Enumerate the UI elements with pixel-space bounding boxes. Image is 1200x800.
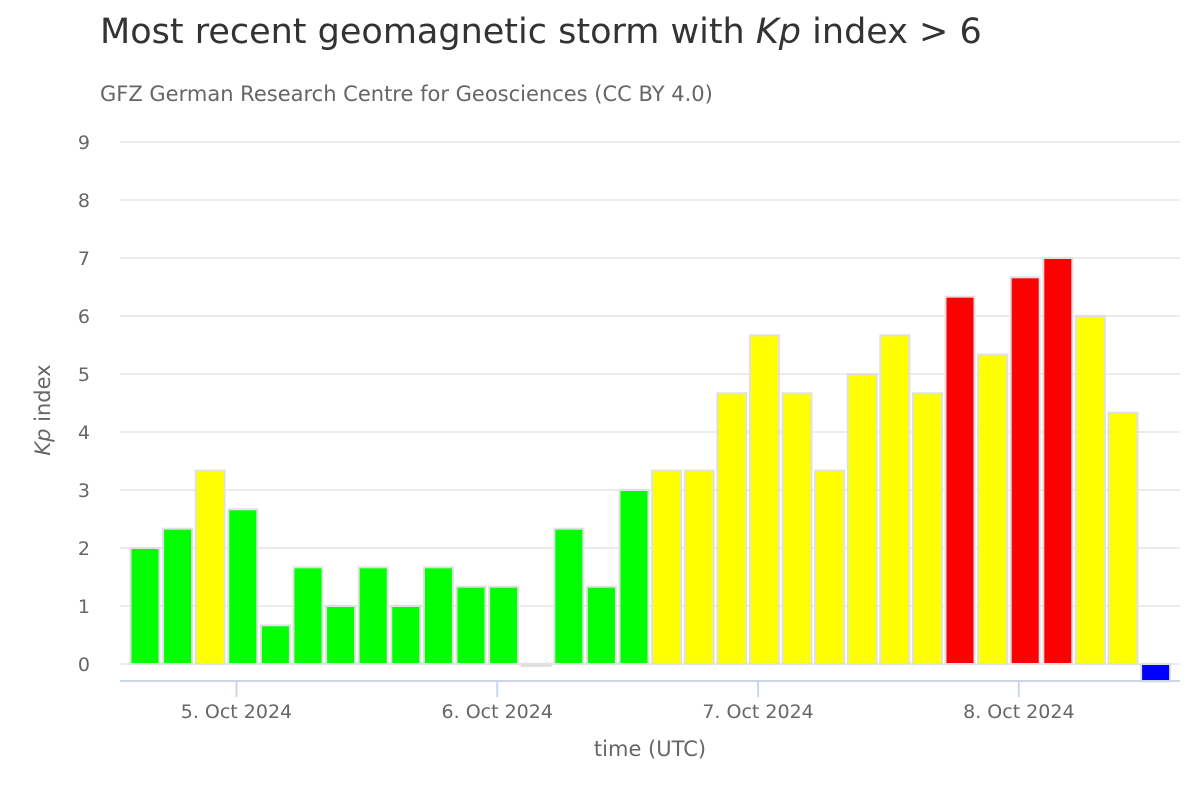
kp-bar <box>748 334 780 665</box>
y-tick-label: 7 <box>78 248 90 270</box>
y-axis-ticks: 0 1 2 3 4 5 6 7 8 9 <box>78 132 90 676</box>
y-tick-label: 2 <box>78 538 90 560</box>
kp-bar <box>520 663 552 667</box>
kp-bar <box>292 566 324 666</box>
kp-bar <box>1140 663 1172 683</box>
kp-bar <box>683 469 715 665</box>
y-tick-label: 8 <box>78 190 90 212</box>
chart-title: Most recent geomagnetic storm with Kp in… <box>100 12 982 52</box>
kp-bar <box>390 605 422 665</box>
x-tick-label: 5. Oct 2024 <box>181 701 292 723</box>
bars <box>129 257 1172 683</box>
x-axis-ticks: 5. Oct 2024 6. Oct 2024 7. Oct 2024 8. Oct … <box>181 681 1075 723</box>
kp-bar <box>781 392 813 665</box>
kp-bar <box>977 353 1009 665</box>
x-tick-label: 6. Oct 2024 <box>442 701 553 723</box>
x-axis-title: time (UTC) <box>594 737 706 761</box>
title-suffix: index > 6 <box>801 12 982 52</box>
kp-bar <box>129 547 161 665</box>
kp-bar <box>422 566 454 666</box>
kp-bar <box>716 392 748 665</box>
kp-bar <box>651 469 683 665</box>
y-tick-label: 9 <box>78 132 90 154</box>
kp-bar <box>162 527 194 665</box>
y-tick-label: 5 <box>78 364 90 386</box>
y-tick-label: 4 <box>78 422 90 444</box>
kp-bar <box>455 585 487 665</box>
chart-subtitle: GFZ German Research Centre for Geoscienc… <box>100 82 713 106</box>
x-tick-label: 8. Oct 2024 <box>963 701 1074 723</box>
y-tick-label: 6 <box>78 306 90 328</box>
kp-bar <box>325 605 357 665</box>
kp-bar <box>357 566 389 666</box>
kp-bar <box>553 527 585 665</box>
kp-bar <box>488 585 520 665</box>
kp-bar <box>227 508 259 665</box>
title-italic: Kp <box>755 12 802 52</box>
kp-bar <box>911 392 943 665</box>
y-axis-title-italic: Kp <box>31 429 55 456</box>
x-tick-label: 7. Oct 2024 <box>702 701 813 723</box>
kp-bar <box>944 295 976 665</box>
kp-bar <box>618 489 650 665</box>
y-axis-title-rest: index <box>31 364 55 428</box>
y-axis-title: Kp index <box>31 364 55 455</box>
y-tick-label: 0 <box>78 654 90 676</box>
kp-bar <box>1107 411 1139 665</box>
kp-bar <box>846 373 878 665</box>
title-prefix: Most recent geomagnetic storm with <box>100 12 756 52</box>
kp-bar <box>259 624 291 666</box>
kp-bar <box>1074 315 1106 665</box>
kp-bar <box>879 334 911 665</box>
kp-bar <box>585 585 617 665</box>
y-tick-label: 1 <box>78 596 90 618</box>
y-tick-label: 3 <box>78 480 90 502</box>
kp-bar <box>814 469 846 665</box>
kp-bar <box>1042 257 1074 665</box>
kp-bar <box>1009 276 1041 665</box>
kp-bar <box>194 469 226 665</box>
